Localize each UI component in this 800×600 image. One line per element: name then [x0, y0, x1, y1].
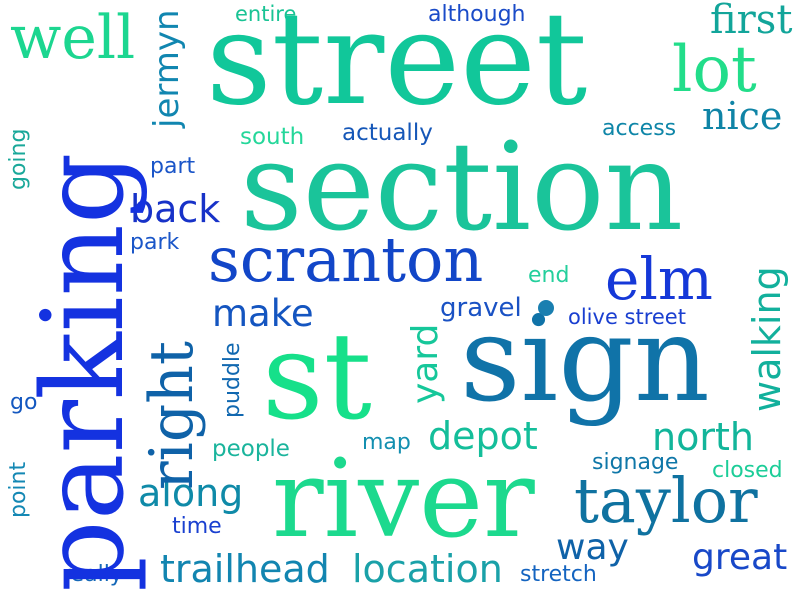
word-yard: yard: [405, 323, 446, 404]
word-make: make: [212, 292, 314, 335]
word-first: first: [710, 0, 793, 43]
word-elm: elm: [605, 245, 713, 313]
word-jermyn: jermyn: [147, 9, 187, 128]
word-entire: entire: [235, 2, 297, 26]
word-taylor: taylor: [574, 464, 758, 537]
word-scranton: scranton: [208, 223, 484, 296]
word-closed: closed: [712, 458, 783, 483]
word-olive-street: olive street: [568, 305, 686, 329]
word-access: access: [602, 116, 677, 141]
word-well: well: [10, 3, 136, 73]
word-north: north: [652, 415, 754, 459]
word-along: along: [138, 471, 244, 515]
word-point: point: [6, 461, 31, 518]
word-parking: parking: [19, 152, 149, 592]
word-great: great: [692, 537, 788, 578]
word-people: people: [212, 436, 290, 462]
word-map: map: [362, 430, 411, 455]
word-depot: depot: [428, 414, 538, 458]
word-way: way: [556, 527, 629, 568]
word-trailhead: trailhead: [160, 547, 330, 591]
word-location: location: [352, 547, 503, 591]
word-nice: nice: [702, 94, 783, 138]
word-gravel: gravel: [440, 293, 522, 323]
word-go: go: [10, 390, 38, 415]
word-part: part: [150, 154, 196, 179]
word-although: although: [428, 2, 526, 27]
word-section: section: [240, 116, 684, 258]
word-right: right: [137, 340, 207, 490]
word-puddle: puddle: [220, 342, 245, 419]
word-sign: sign: [460, 290, 710, 428]
word-street: street: [206, 0, 588, 134]
dot-mark: [538, 300, 554, 316]
word-river: river: [272, 437, 535, 562]
word-back: back: [130, 187, 221, 231]
word-walking: walking: [745, 266, 789, 412]
word-lot: lot: [672, 33, 757, 107]
word-end: end: [528, 263, 570, 288]
word-actually: actually: [342, 120, 433, 146]
word-park: park: [130, 230, 180, 255]
word-south: south: [240, 124, 305, 150]
word-signage: signage: [592, 450, 679, 475]
word-time: time: [172, 514, 222, 539]
word-st: st: [262, 308, 372, 447]
word-stretch: stretch: [520, 562, 597, 587]
word-really: really: [62, 562, 123, 587]
